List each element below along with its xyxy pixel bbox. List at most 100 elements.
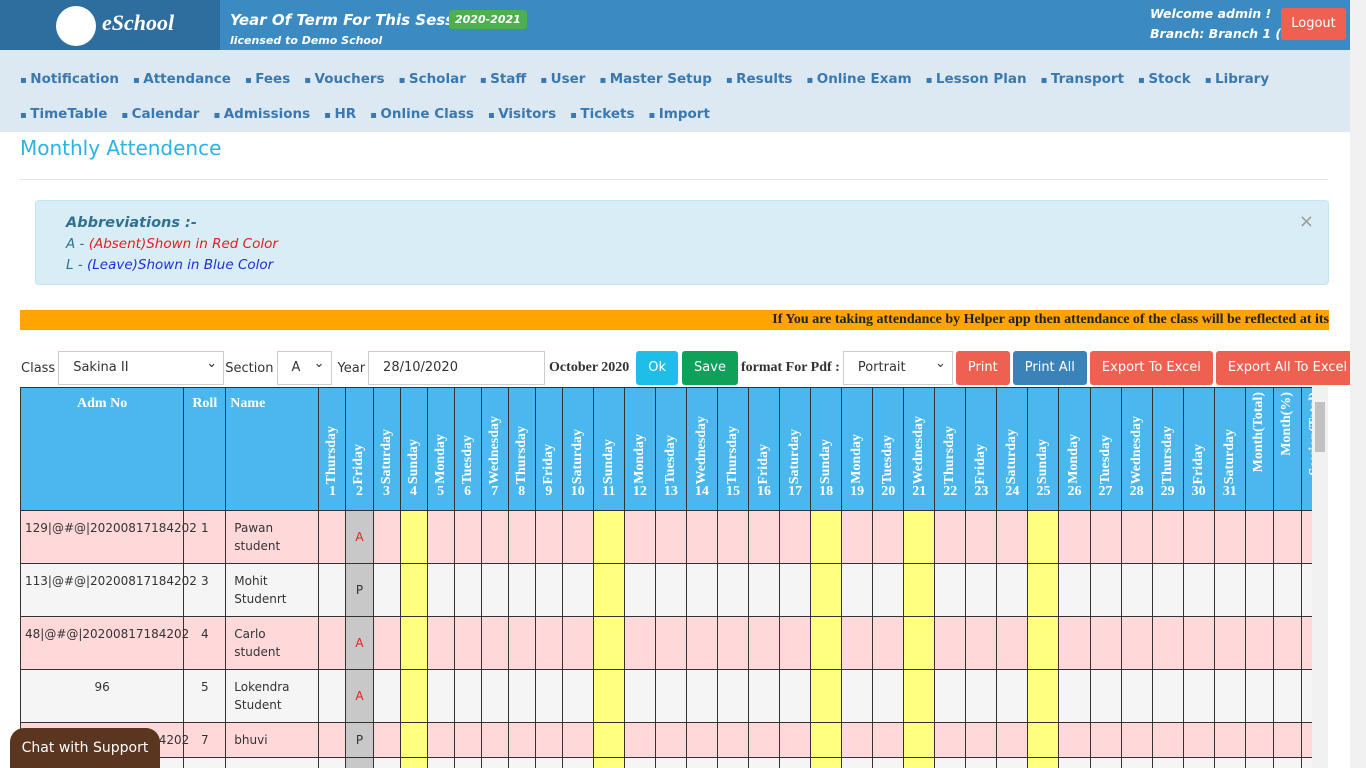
day-cell[interactable] <box>903 563 936 617</box>
day-cell[interactable] <box>453 757 482 768</box>
day-cell[interactable] <box>934 757 967 768</box>
day-cell[interactable] <box>1058 669 1091 723</box>
day-cell[interactable] <box>623 563 656 617</box>
day-cell[interactable]: P <box>345 722 374 758</box>
export-all-button[interactable]: Export All To Excel <box>1215 351 1360 385</box>
day-cell[interactable] <box>1213 510 1246 564</box>
day-cell[interactable] <box>903 722 936 758</box>
day-cell[interactable] <box>747 563 781 617</box>
day-cell[interactable] <box>872 510 905 564</box>
day-cell[interactable] <box>318 669 347 723</box>
day-cell[interactable] <box>426 722 455 758</box>
day-cell[interactable] <box>841 510 874 564</box>
day-cell[interactable] <box>1213 616 1246 670</box>
day-cell[interactable] <box>399 510 428 564</box>
nav-item[interactable]: Online Exam <box>806 61 912 96</box>
day-cell[interactable] <box>592 563 625 617</box>
print-button[interactable]: Print <box>955 351 1010 385</box>
day-cell[interactable] <box>779 722 812 758</box>
nav-item[interactable]: HR <box>324 96 356 131</box>
day-cell[interactable] <box>841 616 874 670</box>
nav-item[interactable]: Import <box>649 96 710 131</box>
day-cell[interactable]: A <box>345 510 374 564</box>
day-cell[interactable] <box>934 563 967 617</box>
day-cell[interactable] <box>534 757 563 768</box>
day-cell[interactable] <box>1120 563 1153 617</box>
day-cell[interactable] <box>934 722 967 758</box>
day-cell[interactable] <box>1027 722 1060 758</box>
day-cell[interactable] <box>318 757 347 768</box>
day-cell[interactable] <box>372 563 401 617</box>
day-cell[interactable] <box>507 757 536 768</box>
day-cell[interactable] <box>1120 757 1153 768</box>
day-cell[interactable] <box>399 722 428 758</box>
day-cell[interactable] <box>1058 722 1091 758</box>
day-cell[interactable] <box>399 563 428 617</box>
nav-item[interactable]: Staff <box>480 61 526 96</box>
day-cell[interactable] <box>903 757 936 768</box>
day-cell[interactable] <box>426 510 455 564</box>
day-cell[interactable] <box>1151 563 1184 617</box>
day-cell[interactable] <box>623 616 656 670</box>
day-cell[interactable] <box>1058 757 1091 768</box>
day-cell[interactable] <box>318 563 347 617</box>
day-cell[interactable] <box>965 563 998 617</box>
day-cell[interactable] <box>965 616 998 670</box>
day-cell[interactable] <box>747 616 781 670</box>
day-cell[interactable] <box>965 510 998 564</box>
day-cell[interactable] <box>965 757 998 768</box>
day-cell[interactable] <box>1213 757 1246 768</box>
nav-item[interactable]: Master Setup <box>599 61 712 96</box>
day-cell[interactable] <box>507 722 536 758</box>
day-cell[interactable] <box>685 510 718 564</box>
day-cell[interactable] <box>685 757 718 768</box>
day-cell[interactable] <box>716 722 750 758</box>
day-cell[interactable]: A <box>345 757 374 768</box>
day-cell[interactable] <box>1089 722 1122 758</box>
day-cell[interactable] <box>654 722 687 758</box>
day-cell[interactable] <box>872 616 905 670</box>
day-cell[interactable] <box>318 510 347 564</box>
day-cell[interactable] <box>779 616 812 670</box>
day-cell[interactable] <box>872 563 905 617</box>
day-cell[interactable] <box>965 722 998 758</box>
day-cell[interactable] <box>592 669 625 723</box>
day-cell[interactable] <box>480 722 509 758</box>
day-cell[interactable] <box>399 757 428 768</box>
day-cell[interactable] <box>1182 757 1215 768</box>
day-cell[interactable] <box>1182 563 1215 617</box>
day-cell[interactable] <box>716 669 750 723</box>
day-cell[interactable] <box>1058 563 1091 617</box>
day-cell[interactable] <box>480 616 509 670</box>
day-cell[interactable] <box>1120 510 1153 564</box>
day-cell[interactable] <box>779 757 812 768</box>
day-cell[interactable] <box>996 757 1029 768</box>
day-cell[interactable] <box>1089 510 1122 564</box>
day-cell[interactable] <box>453 616 482 670</box>
day-cell[interactable] <box>1058 510 1091 564</box>
day-cell[interactable] <box>1120 722 1153 758</box>
day-cell[interactable] <box>592 757 625 768</box>
day-cell[interactable] <box>841 563 874 617</box>
day-cell[interactable] <box>623 722 656 758</box>
day-cell[interactable] <box>779 563 812 617</box>
day-cell[interactable] <box>716 757 750 768</box>
day-cell[interactable] <box>996 616 1029 670</box>
day-cell[interactable] <box>810 563 843 617</box>
day-cell[interactable] <box>1151 757 1184 768</box>
day-cell[interactable] <box>685 563 718 617</box>
day-cell[interactable] <box>1027 757 1060 768</box>
day-cell[interactable] <box>1089 669 1122 723</box>
day-cell[interactable] <box>426 757 455 768</box>
day-cell[interactable] <box>716 510 750 564</box>
nav-item[interactable]: Online Class <box>370 96 474 131</box>
day-cell[interactable] <box>1089 563 1122 617</box>
day-cell[interactable] <box>453 510 482 564</box>
day-cell[interactable] <box>654 616 687 670</box>
nav-item[interactable]: Visitors <box>488 96 556 131</box>
day-cell[interactable] <box>872 669 905 723</box>
day-cell[interactable]: P <box>345 563 374 617</box>
day-cell[interactable] <box>561 722 594 758</box>
nav-item[interactable]: Scholar <box>399 61 466 96</box>
day-cell[interactable] <box>534 669 563 723</box>
